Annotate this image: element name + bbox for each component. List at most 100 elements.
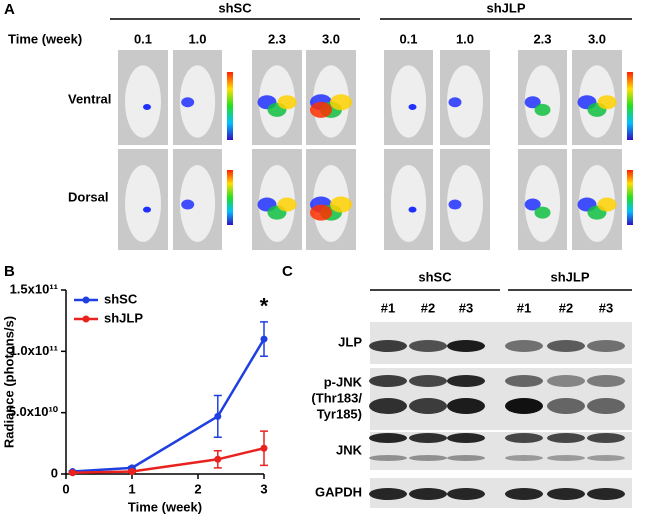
group-label: shJLP — [550, 269, 589, 284]
x-axis-title: Time (week) — [128, 499, 202, 514]
blot-band — [409, 455, 447, 461]
blot-band — [505, 433, 543, 443]
signal-blob — [310, 204, 332, 221]
mouse-body — [447, 165, 483, 242]
data-point — [128, 468, 136, 476]
group-label: shJLP — [486, 0, 525, 15]
blot-band — [409, 433, 447, 443]
blot-band — [369, 488, 407, 500]
lane-label: #2 — [421, 300, 435, 315]
blot-band — [547, 398, 585, 414]
blot-band — [587, 375, 625, 387]
signal-blob — [524, 198, 541, 211]
data-point — [260, 335, 268, 343]
time-label: Time (week) — [8, 31, 82, 46]
mouse-body — [259, 165, 295, 242]
mouse-body — [524, 65, 561, 138]
signal-blob — [277, 197, 297, 212]
row-label: JLP — [338, 334, 362, 349]
blot-band — [447, 375, 485, 387]
x-tick-label: 1 — [128, 481, 135, 496]
mouse-body — [524, 165, 561, 242]
signal-blob — [143, 104, 151, 110]
signal-blob — [597, 197, 617, 212]
blot-band — [505, 455, 543, 461]
blot-band — [447, 488, 485, 500]
blot-band — [409, 488, 447, 500]
signal-blob — [534, 103, 551, 116]
blot-band — [547, 375, 585, 387]
row-label: GAPDH — [315, 484, 362, 499]
signal-blob — [597, 95, 617, 110]
blot-band — [587, 433, 625, 443]
signal-blob — [524, 96, 541, 109]
signal-blob — [408, 104, 417, 110]
mouse-body — [179, 165, 216, 242]
blot-band — [505, 398, 543, 414]
time-value: 1.0 — [188, 31, 206, 46]
data-point — [214, 412, 222, 420]
lane-label: #2 — [559, 300, 573, 315]
y-tick-label: 0 — [51, 465, 58, 480]
data-point — [69, 469, 77, 477]
blot-band — [369, 340, 407, 352]
y-tick-label: 1.5x10¹¹ — [10, 281, 58, 296]
blot-band — [505, 340, 543, 352]
time-value: 2.3 — [533, 31, 551, 46]
color-bar — [227, 170, 233, 225]
blot-band — [369, 375, 407, 387]
signal-blob — [143, 206, 151, 213]
mouse-body — [447, 65, 483, 138]
signal-blob — [277, 95, 297, 110]
signal-blob — [534, 206, 551, 219]
blot-band — [409, 340, 447, 352]
row-label: Tyr185) — [317, 406, 362, 421]
time-value: 3.0 — [588, 31, 606, 46]
blot-band — [587, 488, 625, 500]
series-line — [72, 447, 265, 475]
group-label: shSC — [418, 269, 452, 284]
row-label: p-JNK — [324, 374, 363, 389]
signal-blob — [310, 101, 332, 118]
time-value: 1.0 — [456, 31, 474, 46]
signal-blob — [330, 196, 352, 213]
signal-blob — [408, 206, 417, 213]
mouse-body — [579, 165, 615, 242]
blot-band — [369, 455, 407, 461]
mouse-body — [259, 65, 295, 138]
color-bar — [627, 170, 633, 225]
blot-band — [447, 455, 485, 461]
mouse-body — [390, 165, 427, 242]
time-value: 3.0 — [322, 31, 340, 46]
x-tick-label: 3 — [260, 481, 267, 496]
signal-blob — [181, 97, 195, 108]
x-tick-label: 0 — [62, 481, 69, 496]
legend-marker — [82, 296, 90, 304]
time-value: 0.1 — [134, 31, 152, 46]
blot-band — [587, 455, 625, 461]
series-line — [72, 338, 266, 473]
blot-band — [447, 433, 485, 443]
lane-label: #3 — [599, 300, 613, 315]
mouse-body — [125, 165, 161, 242]
signal-blob — [448, 97, 462, 108]
time-value: 0.1 — [399, 31, 417, 46]
mouse-body — [179, 65, 216, 138]
panel-label: A — [4, 1, 15, 18]
legend-label: shSC — [104, 291, 138, 306]
y-axis-title: Radiance (photons/s) — [1, 316, 16, 448]
mouse-body — [579, 65, 615, 138]
lane-label: #1 — [381, 300, 395, 315]
legend-marker — [82, 315, 90, 323]
signal-blob — [181, 199, 195, 210]
blot-band — [409, 398, 447, 414]
blot-band — [547, 340, 585, 352]
y-tick-label: 5.0x10¹⁰ — [9, 404, 59, 419]
signal-blob — [330, 94, 352, 111]
signal-blob — [448, 199, 462, 210]
annotation: * — [260, 294, 269, 319]
mouse-body — [125, 65, 161, 138]
blot-band — [505, 375, 543, 387]
panel-label: B — [4, 263, 15, 280]
blot-band — [409, 375, 447, 387]
